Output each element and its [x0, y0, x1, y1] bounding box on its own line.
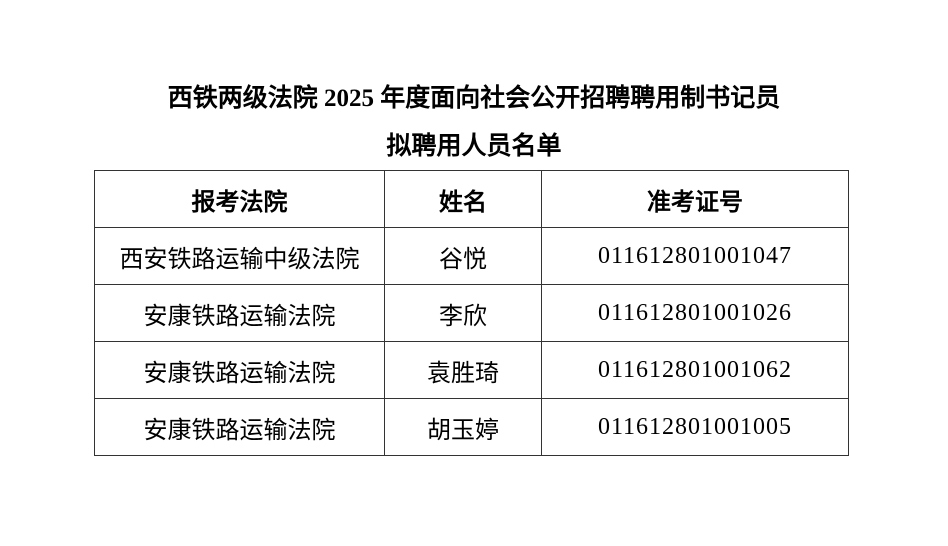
- table-row: 西安铁路运输中级法院 谷悦 011612801001047: [94, 227, 849, 285]
- name-cell: 胡玉婷: [384, 398, 542, 456]
- header-name: 姓名: [384, 170, 542, 228]
- header-court: 报考法院: [94, 170, 385, 228]
- candidate-table: 报考法院 姓名 准考证号 西安铁路运输中级法院 谷悦 0116128010010…: [94, 170, 849, 456]
- document-title: 西铁两级法院 2025 年度面向社会公开招聘聘用制书记员: [167, 85, 781, 112]
- court-cell: 西安铁路运输中级法院: [94, 227, 385, 285]
- name-cell: 谷悦: [384, 227, 542, 285]
- table-row: 安康铁路运输法院 胡玉婷 011612801001005: [94, 398, 849, 456]
- court-cell: 安康铁路运输法院: [94, 398, 385, 456]
- table-header-row: 报考法院 姓名 准考证号: [94, 170, 849, 228]
- court-cell: 安康铁路运输法院: [94, 284, 385, 342]
- ticket-cell: 011612801001047: [541, 227, 849, 285]
- name-cell: 袁胜琦: [384, 341, 542, 399]
- header-ticket: 准考证号: [541, 170, 849, 228]
- ticket-cell: 011612801001005: [541, 398, 849, 456]
- name-cell: 李欣: [384, 284, 542, 342]
- court-cell: 安康铁路运输法院: [94, 341, 385, 399]
- ticket-cell: 011612801001026: [541, 284, 849, 342]
- document-subtitle: 拟聘用人员名单: [386, 133, 562, 160]
- ticket-cell: 011612801001062: [541, 341, 849, 399]
- table-row: 安康铁路运输法院 李欣 011612801001026: [94, 284, 849, 342]
- table-row: 安康铁路运输法院 袁胜琦 011612801001062: [94, 341, 849, 399]
